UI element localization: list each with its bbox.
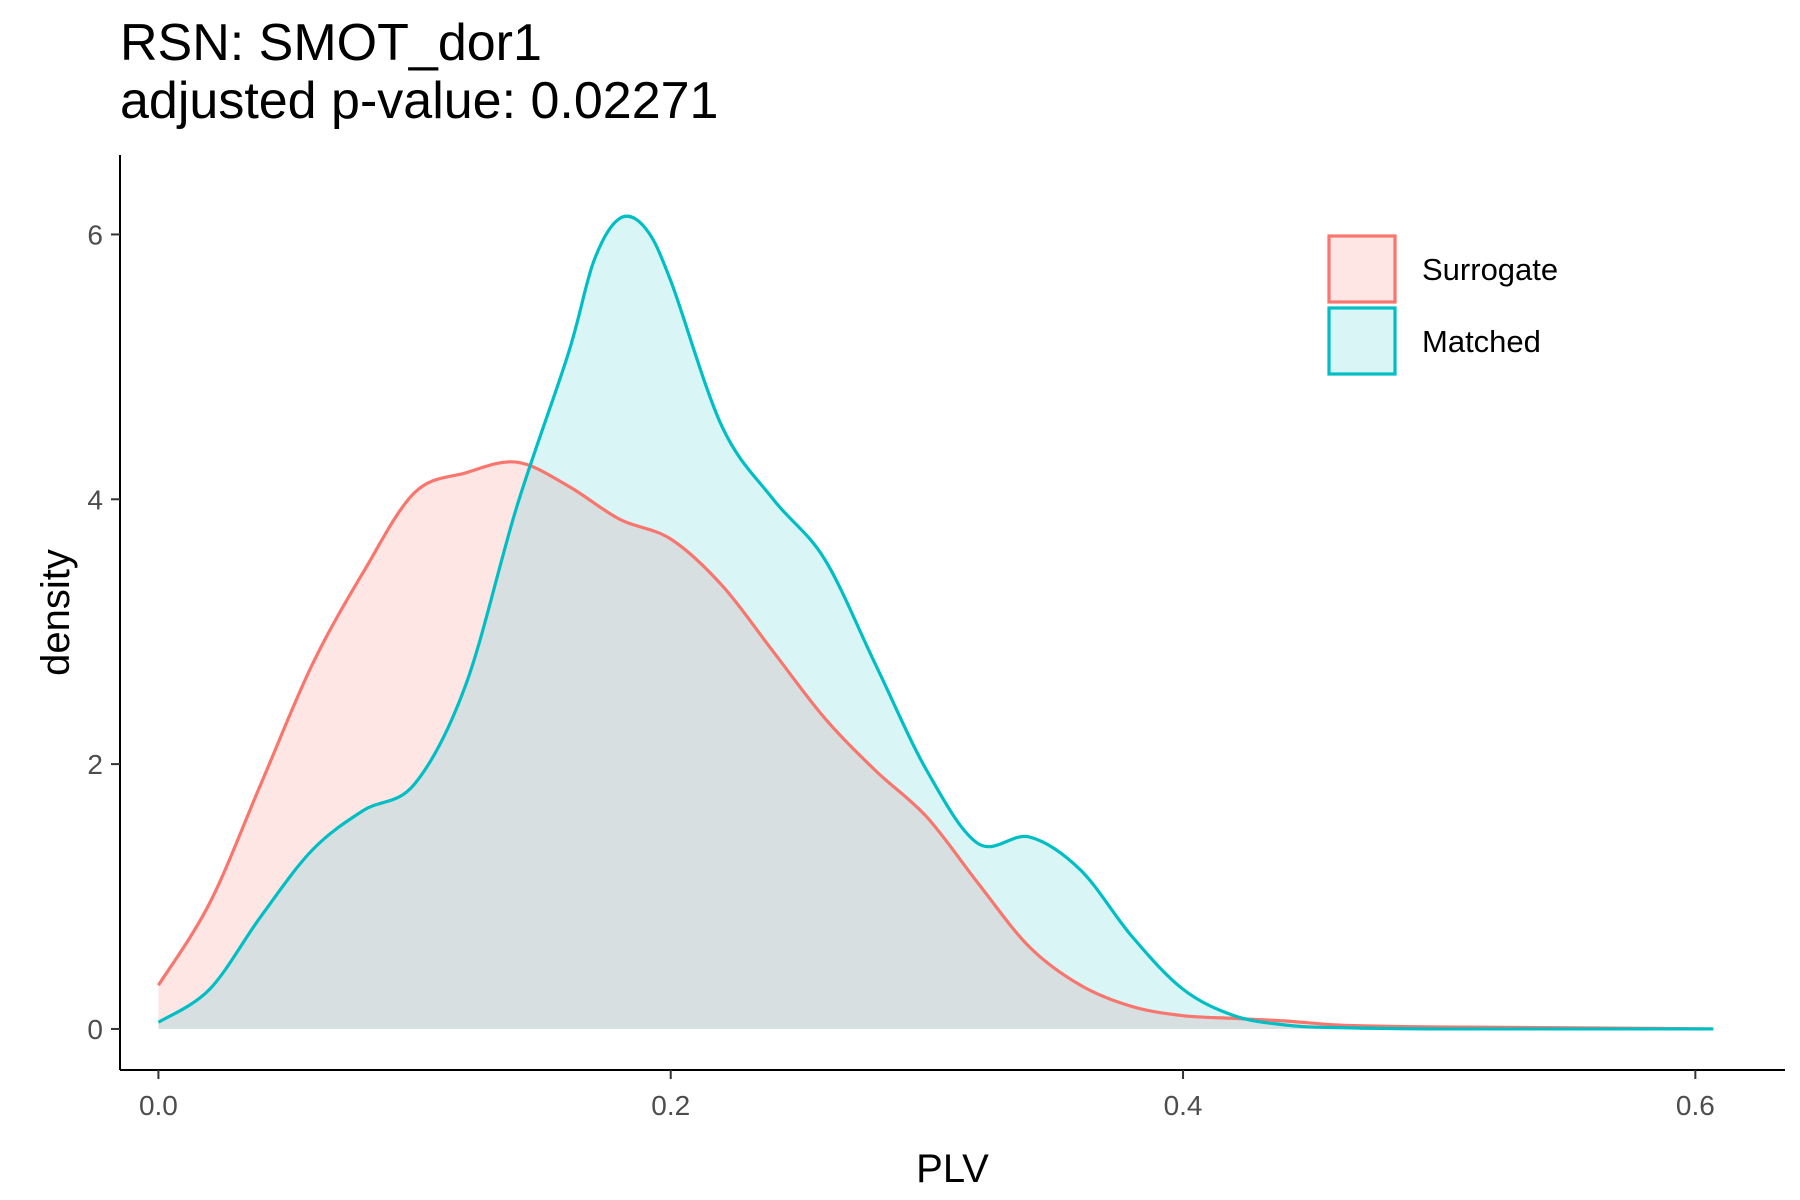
legend-label-matched: Matched — [1422, 324, 1541, 359]
x-tick-label: 0.6 — [1676, 1090, 1715, 1121]
axes: 0.0 0.2 0.4 0.6 0 2 4 6 — [87, 155, 1785, 1121]
density-line-matched — [157, 214, 1714, 1031]
y-tick-label: 0 — [87, 1014, 103, 1045]
y-tick-label: 2 — [87, 749, 103, 780]
legend-item-surrogate[interactable]: Surrogate — [1327, 234, 1558, 304]
y-tick-label: 4 — [87, 484, 103, 515]
density-line-surrogate — [157, 460, 1714, 1031]
chart-title: RSN: SMOT_dor1 — [120, 14, 542, 72]
y-tick-label: 6 — [87, 219, 103, 250]
chart-subtitle: adjusted p-value: 0.02271 — [120, 72, 719, 130]
density-area-surrogate — [158, 461, 1714, 1029]
legend-label-surrogate: Surrogate — [1422, 252, 1558, 287]
legend-swatch-surrogate — [1327, 234, 1397, 304]
legend[interactable]: Surrogate Matched — [1327, 234, 1558, 376]
x-tick-label: 0.4 — [1164, 1090, 1203, 1121]
y-ticks: 0 2 4 6 — [87, 219, 120, 1045]
x-tick-label: 0.2 — [651, 1090, 690, 1121]
x-tick-label: 0.0 — [139, 1090, 178, 1121]
legend-swatch-matched — [1327, 306, 1397, 376]
density-lines — [157, 214, 1714, 1031]
x-ticks: 0.0 0.2 0.4 0.6 — [139, 1070, 1715, 1121]
y-axis-title: density — [34, 549, 78, 676]
x-axis-title: PLV — [916, 1147, 989, 1191]
title-block: RSN: SMOT_dor1 adjusted p-value: 0.02271 — [120, 14, 718, 130]
legend-item-matched[interactable]: Matched — [1327, 306, 1541, 376]
